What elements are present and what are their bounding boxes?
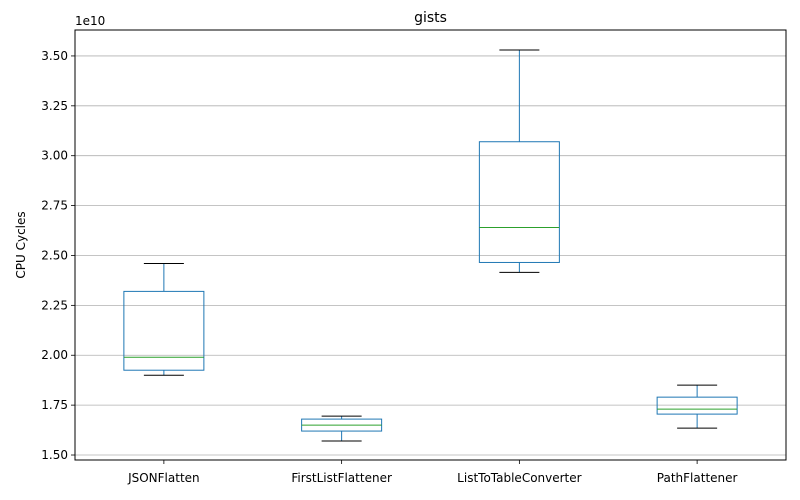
y-axis-label: CPU Cycles [14, 211, 28, 278]
y-tick-label: 2.75 [41, 199, 68, 213]
iqr-box [478, 141, 560, 263]
iqr-box [656, 396, 738, 415]
iqr-box [123, 290, 205, 371]
y-axis-ticks: 1.50 1.75 2.00 2.25 2.50 2.75 3.00 3.25 3.50 [41, 49, 75, 462]
x-tick-label: ListToTableConverter [457, 471, 581, 485]
grid-lines [75, 55, 786, 456]
box-PathFlattener [656, 384, 738, 429]
box-plot-series [123, 49, 738, 442]
y-axis-offset-label: 1e10 [75, 14, 105, 28]
x-tick-label: PathFlattener [657, 471, 738, 485]
y-tick-label: 1.75 [41, 398, 68, 412]
x-axis-ticks: JSONFlatten FirstListFlattener ListToTable… [127, 460, 738, 485]
y-tick-label: 1.50 [41, 448, 68, 462]
y-tick-label: 3.00 [41, 149, 68, 163]
plot-area-frame [74, 29, 787, 461]
x-tick-label: JSONFlatten [127, 471, 200, 485]
box-JSONFlatten [123, 262, 205, 376]
y-tick-label: 3.25 [41, 99, 68, 113]
y-tick-label: 3.50 [41, 49, 68, 63]
x-tick-label: FirstListFlattener [291, 471, 392, 485]
box-ListToTableConverter [478, 49, 560, 273]
y-tick-label: 2.50 [41, 248, 68, 262]
y-tick-label: 2.00 [41, 348, 68, 362]
box-FirstListFlattener [301, 415, 383, 442]
y-tick-label: 2.25 [41, 298, 68, 312]
chart-title: gists [414, 10, 447, 26]
